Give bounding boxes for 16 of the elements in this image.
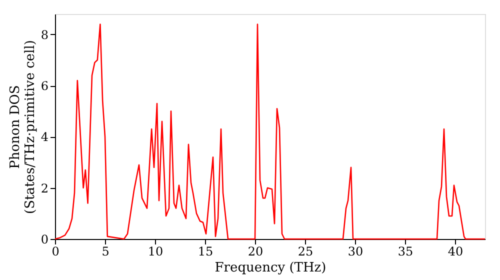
x-tick-label: 30	[348, 244, 364, 258]
y-tick-label: 2	[40, 181, 48, 196]
y-tick-label: 6	[40, 79, 48, 94]
x-tick-label: 10	[148, 244, 164, 258]
x-tick-label: 5	[102, 244, 110, 258]
x-tick-label: 35	[398, 244, 414, 258]
y-tick-label: 8	[40, 28, 48, 42]
y-axis-title: Phonon DOS (States/THz·primitive cell)	[8, 40, 38, 214]
x-tick-label: 0	[52, 244, 60, 258]
x-tick-label: 20	[248, 244, 264, 258]
y-tick-label: 4	[40, 130, 49, 144]
x-tick-label: 25	[298, 244, 314, 258]
x-axis-title: Frequency (THz)	[214, 260, 326, 276]
x-tick-label: 40	[448, 244, 464, 258]
y-tick-label: 0	[40, 232, 48, 246]
x-tick-label: 15	[198, 244, 214, 258]
